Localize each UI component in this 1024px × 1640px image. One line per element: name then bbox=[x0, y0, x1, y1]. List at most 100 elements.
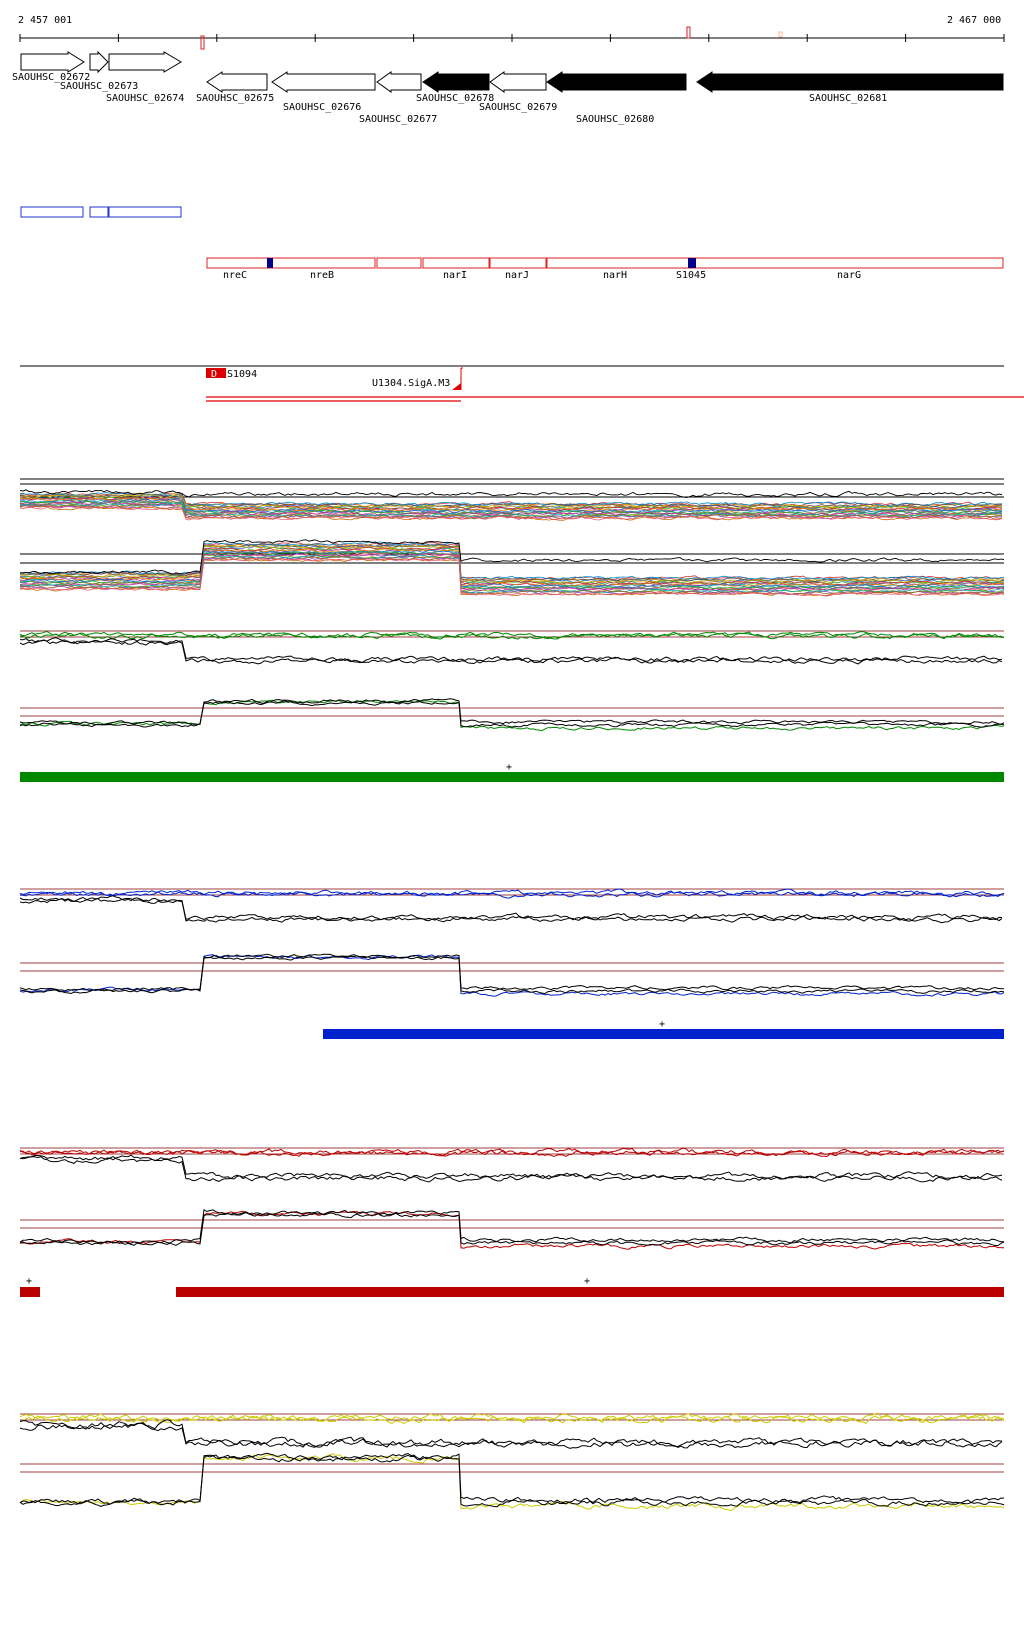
red-segment-mark: + bbox=[26, 1276, 32, 1287]
sample-trace bbox=[19, 554, 1005, 594]
gene-name-track: nreC nreB narI narJ narH S1045 narG bbox=[206, 257, 1004, 281]
green-segment-mark: + bbox=[506, 762, 512, 773]
yellow-expression-track bbox=[19, 1412, 1005, 1512]
colored-trace-bottom bbox=[19, 1210, 1005, 1250]
gene-arrow-SAOUHSC_02673[interactable] bbox=[89, 50, 109, 74]
transcript-start-block[interactable] bbox=[206, 368, 226, 378]
gene-label: SAOUHSC_02673 bbox=[60, 81, 138, 92]
ruler-feature-mark bbox=[686, 26, 691, 39]
sample-trace bbox=[19, 502, 1003, 518]
blue-segment-bar[interactable] bbox=[323, 1029, 1004, 1039]
gene-name-box[interactable] bbox=[489, 257, 547, 269]
colored-trace-top bbox=[19, 888, 1005, 897]
gene-track: SAOUHSC_02672 SAOUHSC_02673 SAOUHSC_0267… bbox=[12, 50, 1004, 125]
gene-name-label: narI bbox=[443, 270, 467, 281]
green-expression-track bbox=[19, 630, 1005, 732]
ruler-feature-mark bbox=[778, 31, 783, 38]
multi-sample-expression-track-1 bbox=[19, 478, 1004, 521]
black-trace-bottom bbox=[19, 953, 1005, 992]
sample-trace bbox=[19, 492, 1003, 507]
red-segment-track: + + bbox=[20, 1276, 1004, 1297]
gene-label: SAOUHSC_02681 bbox=[809, 93, 887, 104]
gene-label: SAOUHSC_02680 bbox=[576, 114, 654, 125]
feature-box[interactable] bbox=[20, 206, 84, 218]
sample-trace bbox=[19, 489, 1003, 498]
black-trace-top bbox=[19, 1154, 1003, 1180]
gene-arrow-SAOUHSC_02674[interactable] bbox=[108, 51, 182, 73]
red-expression-track bbox=[19, 1147, 1005, 1250]
green-segment-track: + bbox=[20, 762, 1004, 782]
gene-arrow-SAOUHSC_02675[interactable] bbox=[206, 71, 268, 93]
gene-label: SAOUHSC_02676 bbox=[283, 102, 361, 113]
black-trace-top bbox=[19, 1156, 1003, 1183]
gene-name-box[interactable] bbox=[376, 257, 422, 269]
colored-trace-top bbox=[19, 631, 1005, 640]
sample-trace bbox=[19, 545, 1005, 584]
gene-label: SAOUHSC_02674 bbox=[106, 93, 184, 104]
gene-name-box[interactable] bbox=[422, 257, 490, 269]
red-segment-bar[interactable] bbox=[20, 1287, 40, 1297]
gene-arrow-SAOUHSC_02679[interactable] bbox=[489, 71, 547, 93]
gene-label: SAOUHSC_02678 bbox=[416, 93, 494, 104]
sample-trace bbox=[19, 498, 1002, 514]
blue-expression-track bbox=[19, 888, 1005, 997]
green-segment-bar[interactable] bbox=[20, 772, 1004, 782]
forward-feature-track bbox=[20, 206, 182, 218]
blue-segment-track: + bbox=[323, 1019, 1004, 1039]
coordinate-ruler: 2 457 001 2 467 000 bbox=[18, 15, 1005, 50]
sample-trace bbox=[19, 555, 1005, 595]
gene-name-label: nreB bbox=[310, 270, 334, 281]
sample-trace bbox=[19, 558, 1005, 597]
marker-block bbox=[267, 258, 273, 268]
sample-trace bbox=[19, 539, 1005, 575]
gene-arrow-SAOUHSC_02678[interactable] bbox=[422, 71, 490, 93]
red-segment-mark: + bbox=[584, 1276, 590, 1287]
gene-label: SAOUHSC_02672 bbox=[12, 72, 90, 83]
gene-arrow-SAOUHSC_02680[interactable] bbox=[546, 71, 687, 93]
sample-trace bbox=[20, 493, 1003, 509]
ruler-end-label: 2 467 000 bbox=[947, 15, 1001, 26]
gene-name-box[interactable] bbox=[546, 257, 1004, 269]
sample-trace bbox=[19, 494, 1003, 510]
colored-trace-top bbox=[19, 1148, 1005, 1157]
sample-trace bbox=[19, 543, 1005, 582]
multi-sample-expression-track-2 bbox=[19, 539, 1005, 597]
feature-box[interactable] bbox=[108, 206, 182, 218]
black-trace-top bbox=[19, 637, 1003, 663]
gene-label: SAOUHSC_02675 bbox=[196, 93, 274, 104]
gene-name-label: narH bbox=[603, 270, 627, 281]
black-trace-bottom bbox=[19, 955, 1005, 995]
black-trace-top bbox=[19, 639, 1003, 665]
colored-trace-top bbox=[19, 890, 1005, 899]
black-trace-bottom bbox=[19, 700, 1005, 728]
gene-label: SAOUHSC_02679 bbox=[479, 102, 557, 113]
gene-name-label: nreC bbox=[223, 270, 247, 281]
black-trace-bottom bbox=[19, 1452, 1005, 1505]
sample-trace bbox=[19, 506, 1003, 521]
marker-block bbox=[688, 258, 696, 268]
ruler-feature-mark bbox=[200, 35, 205, 50]
black-trace-bottom bbox=[19, 698, 1005, 726]
transcript-track: D S1094 U1304.SigA.M3 bbox=[20, 365, 1024, 402]
colored-trace-top bbox=[19, 1413, 1005, 1425]
promoter-marker[interactable] bbox=[452, 383, 461, 390]
gene-arrow-SAOUHSC_02676[interactable] bbox=[271, 71, 376, 93]
sample-trace bbox=[19, 550, 1005, 589]
colored-trace-bottom bbox=[19, 699, 1005, 732]
gene-arrow-SAOUHSC_02672[interactable] bbox=[20, 51, 85, 73]
colored-trace-bottom bbox=[19, 954, 1005, 997]
gene-label: SAOUHSC_02677 bbox=[359, 114, 437, 125]
sample-trace bbox=[19, 550, 1005, 589]
feature-sigA-label: U1304.SigA.M3 bbox=[372, 378, 450, 389]
sample-trace bbox=[19, 552, 1005, 592]
ruler-start-label: 2 457 001 bbox=[18, 15, 72, 26]
feature-box[interactable] bbox=[89, 206, 109, 218]
feature-d-label: D bbox=[211, 369, 217, 380]
gene-arrow-SAOUHSC_02681[interactable] bbox=[696, 71, 1004, 93]
gene-name-box[interactable] bbox=[206, 257, 376, 269]
red-segment-bar[interactable] bbox=[176, 1287, 1004, 1297]
gene-arrow-SAOUHSC_02677[interactable] bbox=[376, 71, 422, 93]
gene-name-label: S1045 bbox=[676, 270, 706, 281]
black-trace-top bbox=[19, 1422, 1003, 1449]
